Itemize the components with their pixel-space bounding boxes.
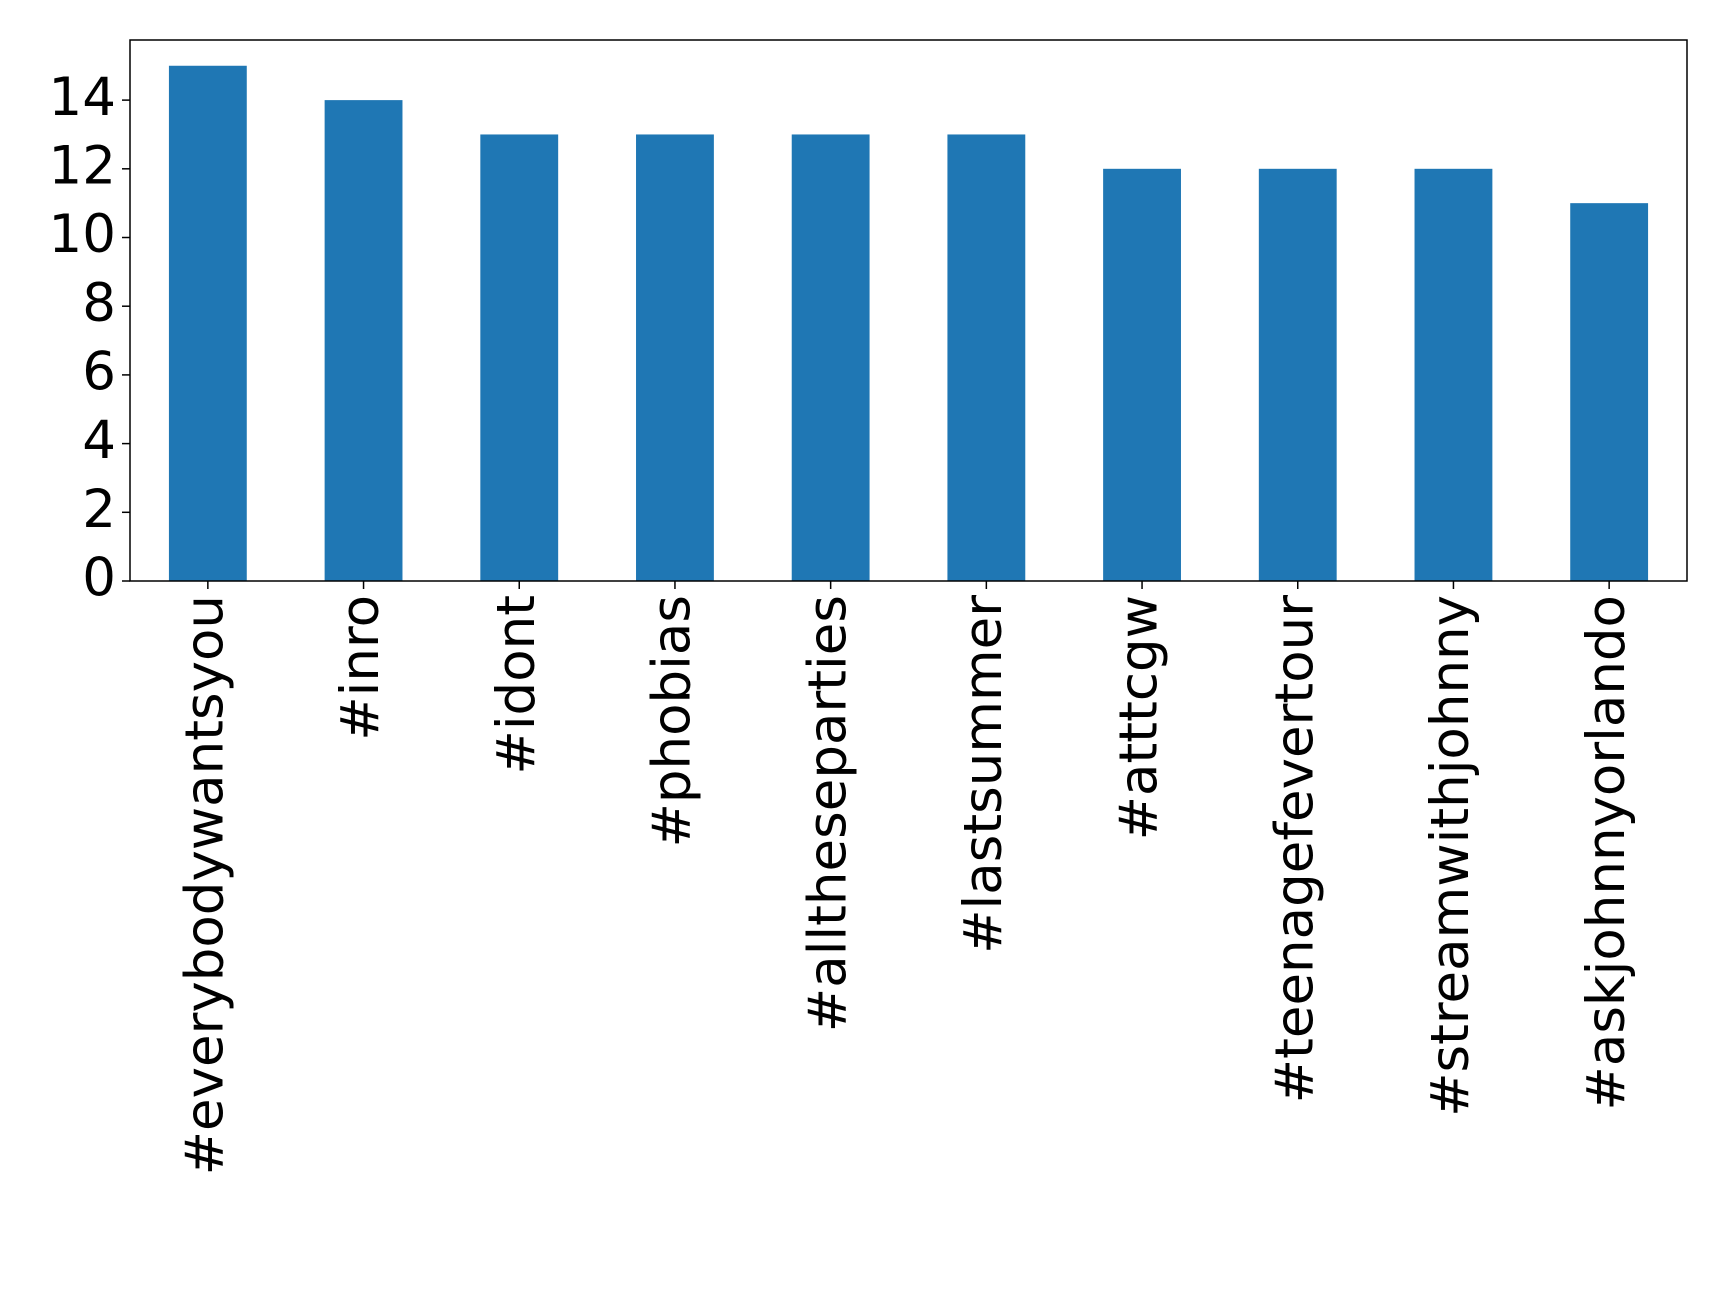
x-tick-label: #askjohnnyorlando [1576,595,1637,1111]
y-tick-label: 8 [82,273,116,334]
bar [480,134,559,581]
y-tick-label: 10 [49,204,116,265]
x-tick-label: #idont [486,595,547,775]
plot-frame [129,39,1688,582]
y-tick-label: 12 [49,135,116,196]
y-tick-label: 0 [82,548,116,609]
x-tick-label: #phobias [642,595,703,848]
bar [636,134,714,581]
y-tick-label: 4 [82,410,116,471]
x-tick-label: #everybodywantsyou [174,595,235,1175]
x-tick-label: #streamwithjohnny [1420,595,1481,1117]
y-tick-label: 14 [49,67,116,128]
x-tick-label: #inro [330,595,391,741]
bar [1258,168,1337,582]
bar [947,134,1026,581]
bar [791,134,870,581]
bar [1570,203,1649,581]
bar [1103,168,1181,582]
x-tick-label: #alltheseparties [797,595,858,1032]
x-tick-label: #lastsummer [953,595,1014,954]
y-tick-label: 6 [82,342,116,403]
bar [168,65,247,581]
x-tick-label: #atttcgw [1109,595,1170,840]
bar [324,100,403,581]
x-tick-label: #teenagefevertour [1264,595,1325,1104]
y-tick-label: 2 [82,479,116,540]
bar [1414,168,1493,582]
